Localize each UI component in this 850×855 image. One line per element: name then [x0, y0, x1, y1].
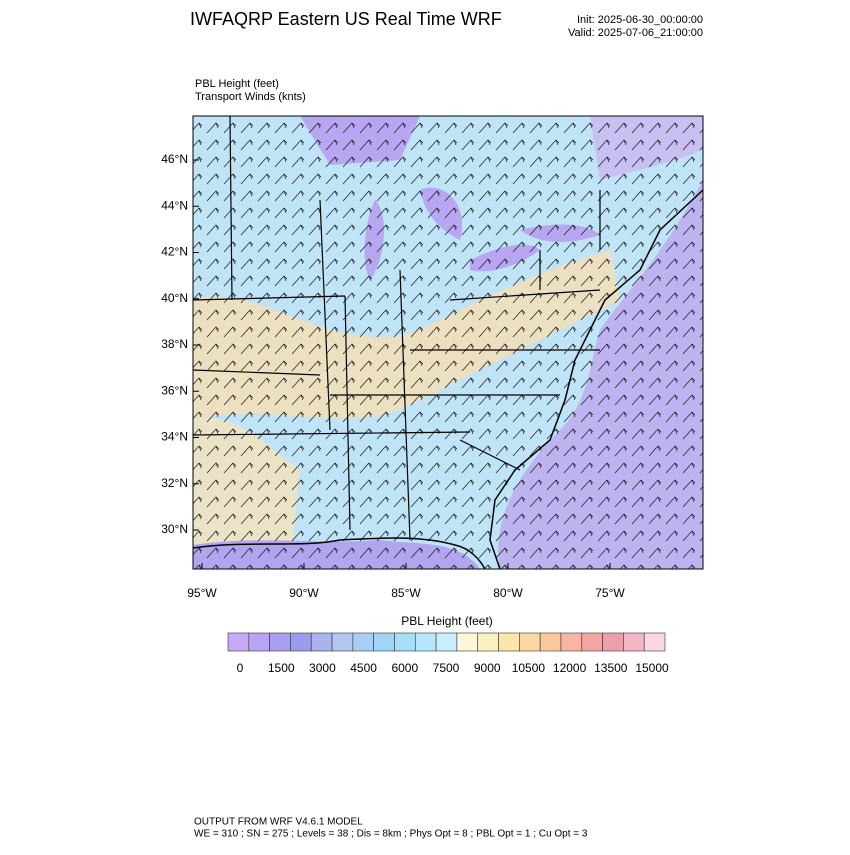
colorbar-box [227, 632, 250, 652]
lon-label: 95°W [187, 586, 217, 600]
colorbar-box [373, 632, 395, 652]
colorbar-label: 3000 [309, 661, 336, 675]
lat-label: 38°N [161, 337, 188, 351]
colorbar-box [290, 632, 312, 652]
colorbar-box [623, 632, 645, 652]
colorbar-label: 7500 [433, 661, 460, 675]
colorbar-label: 9000 [474, 661, 501, 675]
lat-label: 36°N [161, 383, 188, 397]
colorbar-box [394, 632, 416, 652]
valid-time: Valid: 2025-07-06_21:00:00 [568, 27, 703, 39]
colorbar-box [643, 632, 666, 652]
colorbar-box [519, 632, 541, 652]
footer-line: WE = 310 ; SN = 275 ; Levels = 38 ; Dis … [194, 829, 588, 840]
lat-label: 34°N [161, 430, 188, 444]
colorbar-box [352, 632, 374, 652]
map-frame [192, 115, 704, 570]
lat-label: 44°N [161, 198, 188, 212]
colorbar-box [456, 632, 479, 652]
colorbar-box [435, 632, 458, 652]
colorbar-label: 6000 [391, 661, 418, 675]
colorbar-box [539, 632, 562, 652]
map [193, 116, 703, 569]
colorbar-title: PBL Height (feet) [401, 614, 493, 628]
coastline [489, 189, 703, 569]
init-time: Init: 2025-06-30_00:00:00 [577, 14, 703, 26]
colorbar-box [269, 632, 291, 652]
colorbar-box [581, 632, 603, 652]
colorbar-label: 13500 [594, 661, 628, 675]
colorbar-box [331, 632, 354, 652]
colorbar-box [560, 632, 583, 652]
colorbar-label: 0 [237, 661, 244, 675]
lon-label: 75°W [595, 586, 625, 600]
footer-line: OUTPUT FROM WRF V4.6.1 MODEL [194, 817, 363, 828]
wind-barbs [193, 116, 703, 569]
state-borders [193, 116, 601, 541]
lat-label: 30°N [161, 522, 188, 536]
lon-label: 80°W [493, 586, 523, 600]
title: IWFAQRP Eastern US Real Time WRF [190, 9, 502, 29]
colorbar-box [310, 632, 333, 652]
coastline [193, 537, 486, 569]
colorbar-box [414, 632, 437, 652]
lat-label: 32°N [161, 476, 188, 490]
colorbar-label: 10500 [512, 661, 546, 675]
wind-label: Transport Winds (knts) [195, 91, 306, 103]
colorbar-box [602, 632, 624, 652]
lat-label: 42°N [161, 245, 188, 259]
colorbar-box [477, 632, 499, 652]
colorbar-box [498, 632, 520, 652]
lon-label: 90°W [289, 586, 319, 600]
field-label: PBL Height (feet) [195, 78, 279, 90]
lat-label: 46°N [161, 152, 188, 166]
colorbar-label: 4500 [350, 661, 377, 675]
lat-label: 40°N [161, 291, 188, 305]
lon-label: 85°W [391, 586, 421, 600]
colorbar-label: 12000 [553, 661, 587, 675]
colorbar-label: 1500 [268, 661, 295, 675]
colorbar-box [248, 632, 270, 652]
colorbar-label: 15000 [635, 661, 669, 675]
